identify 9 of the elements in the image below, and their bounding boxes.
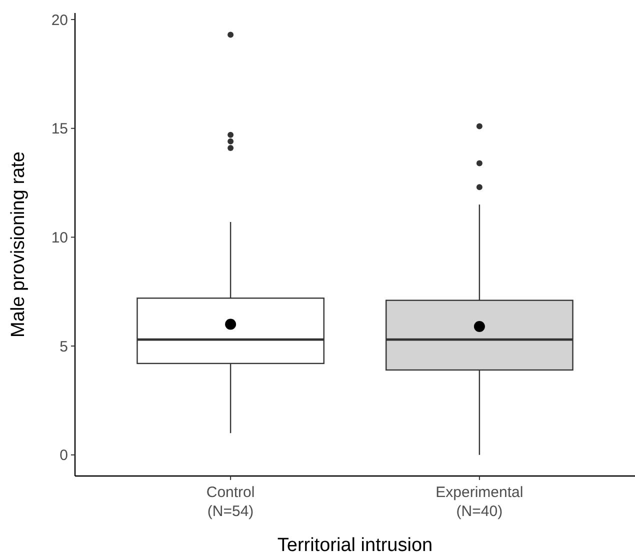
y-tick-label: 0 <box>60 447 68 464</box>
y-tick-label: 20 <box>51 12 68 29</box>
y-axis-title: Male provisioning rate <box>8 152 29 338</box>
y-tick-label: 5 <box>60 338 68 356</box>
x-tick-label: Control (N=54) <box>206 484 255 520</box>
y-tick-label: 15 <box>51 120 68 138</box>
x-tick-label: Experimental (N=40) <box>436 484 524 520</box>
y-tick-label: 10 <box>51 229 68 246</box>
x-axis-title: Territorial intrusion <box>277 535 433 556</box>
